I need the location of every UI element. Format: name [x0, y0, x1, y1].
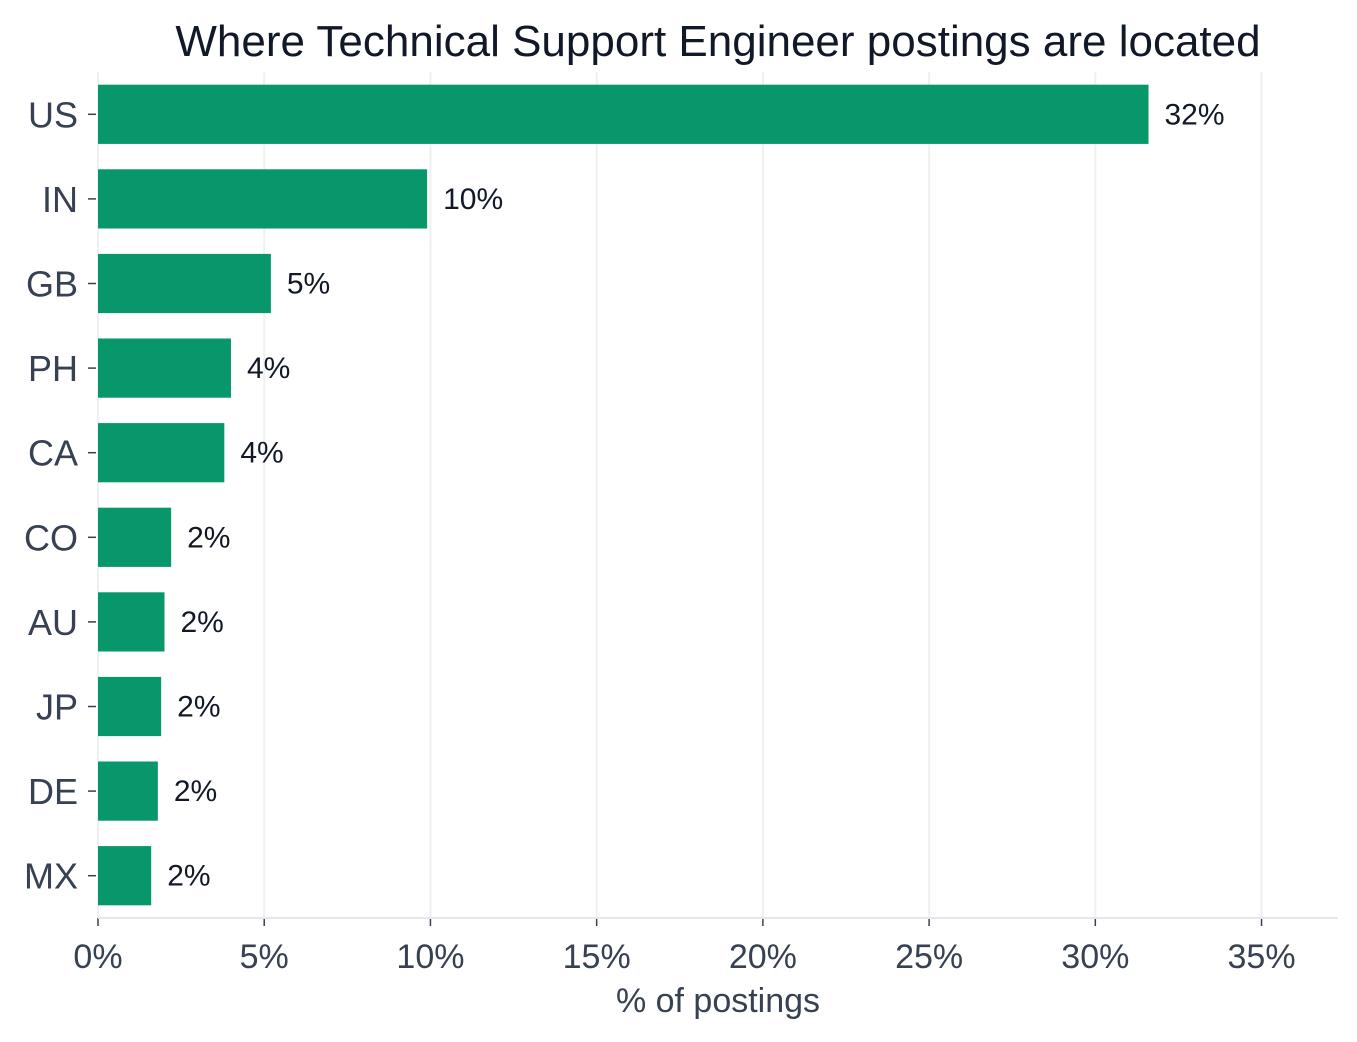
- data-label: 2%: [187, 521, 230, 554]
- data-label: 2%: [174, 775, 217, 808]
- bar-gb: [98, 253, 271, 314]
- bar-co: [98, 507, 172, 567]
- bar-jp: [98, 676, 162, 737]
- bar-de: [98, 761, 158, 821]
- x-tick-label: 20%: [729, 938, 797, 976]
- y-tick-label: CO: [24, 517, 78, 558]
- bars: [98, 84, 1149, 906]
- data-label: 4%: [247, 352, 290, 385]
- data-label: 32%: [1165, 98, 1225, 131]
- data-label: 10%: [443, 183, 503, 216]
- x-tick-label: 5%: [240, 938, 289, 976]
- axes: [88, 113, 1338, 926]
- bar-mx: [98, 846, 152, 906]
- y-tick-label: PH: [28, 348, 78, 389]
- y-tick-label: DE: [28, 771, 78, 812]
- y-tick-label: AU: [28, 602, 78, 643]
- y-tick-label: IN: [42, 179, 78, 220]
- x-tick-label: 0%: [73, 938, 122, 976]
- y-tick-label: GB: [26, 264, 78, 305]
- y-tick-label: US: [28, 94, 78, 135]
- bar-in: [98, 169, 428, 229]
- data-label: 2%: [177, 691, 220, 724]
- x-axis-title: % of postings: [616, 982, 820, 1020]
- x-tick-label: 30%: [1061, 938, 1129, 976]
- bar-ph: [98, 338, 231, 398]
- bar-ca: [98, 423, 225, 483]
- bar-au: [98, 592, 165, 652]
- y-tick-label: CA: [28, 433, 78, 474]
- data-label: 2%: [180, 606, 223, 639]
- data-label: 4%: [240, 437, 283, 470]
- y-tick-label: MX: [24, 856, 78, 897]
- x-tick-label: 15%: [563, 938, 631, 976]
- data-label: 2%: [167, 860, 210, 893]
- bar-us: [98, 84, 1149, 144]
- x-tick-label: 10%: [396, 938, 464, 976]
- x-tick-label: 35%: [1228, 938, 1296, 976]
- x-tick-label: 25%: [895, 938, 963, 976]
- labels: 0% 5% 10% 15% 20% 25% 30% 35% US 32% IN 10% GB 5% PH 4%…: [24, 94, 1296, 976]
- chart-title: Where Technical Support Engineer posting…: [175, 17, 1260, 66]
- y-tick-label: JP: [36, 687, 78, 728]
- data-label: 5%: [287, 268, 330, 301]
